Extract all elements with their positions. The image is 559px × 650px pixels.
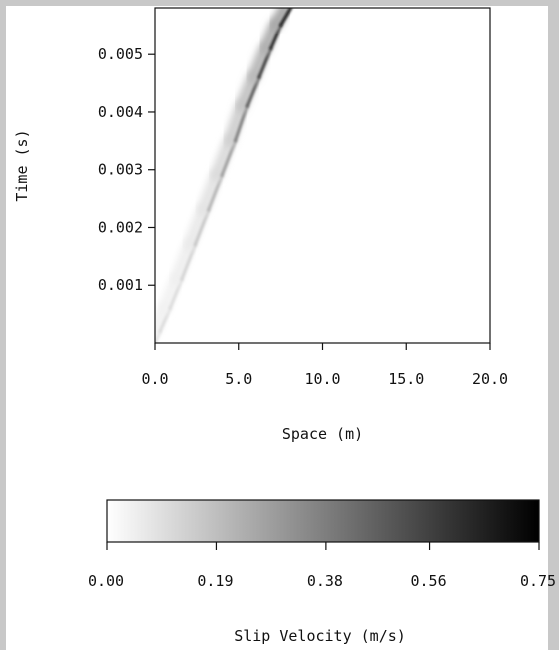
x-axis-title: Space (m) [282, 425, 363, 443]
y-axis-title: Time (s) [13, 129, 31, 201]
y-tick-label: 0.002 [98, 218, 143, 236]
rupture-front-segment [279, 8, 293, 27]
colorbar-tick-label: 0.75 [520, 572, 556, 590]
y-tick-label: 0.003 [98, 161, 143, 179]
heatmap-layer [155, 8, 293, 343]
rupture-wake-segment [196, 169, 222, 217]
rupture-wake-segment [183, 204, 209, 251]
rupture-front-segment [233, 104, 249, 143]
x-axis-ticks: 0.0 5.0 10.0 15.0 20.0 [141, 343, 508, 388]
window-frame-left [0, 0, 6, 650]
rupture-wake-segment [223, 100, 248, 147]
rupture-front-segment [193, 208, 211, 247]
plot-area-frame [154, 7, 491, 344]
y-axis-ticks: 0.001 0.002 0.003 0.004 0.005 [98, 45, 155, 294]
rupture-front-segment [245, 75, 261, 108]
rupture-front-segment [180, 243, 197, 281]
colorbar-tick-label: 0.38 [307, 572, 343, 590]
rupture-front-segment [257, 46, 273, 79]
y-tick-label: 0.005 [98, 45, 143, 63]
colorbar [106, 499, 540, 543]
x-tick-label: 10.0 [304, 370, 340, 388]
colorbar-tick-label: 0.00 [88, 572, 124, 590]
x-tick-label: 0.0 [141, 370, 168, 388]
colorbar-tick-label: 0.56 [410, 572, 446, 590]
colorbar-ticks: 0.00 0.19 0.38 0.56 0.75 [88, 542, 556, 590]
rupture-front-segment [207, 174, 224, 212]
colorbar-title: Slip Velocity (m/s) [234, 627, 406, 645]
rupture-wake-segment [210, 134, 236, 182]
rupture-front-segment [220, 139, 237, 177]
rupture-wake-segment [268, 8, 291, 32]
x-tick-label: 5.0 [225, 370, 252, 388]
rupture-front-segment [168, 277, 184, 310]
colorbar-tick-label: 0.19 [197, 572, 233, 590]
x-tick-label: 20.0 [472, 370, 508, 388]
rupture-wake-segment [155, 325, 161, 343]
y-tick-label: 0.004 [98, 103, 143, 121]
window-frame-top [0, 0, 559, 6]
window-frame-right [548, 0, 559, 650]
rupture-wake-segment [169, 238, 196, 286]
x-tick-label: 15.0 [388, 370, 424, 388]
y-tick-label: 0.001 [98, 276, 143, 294]
